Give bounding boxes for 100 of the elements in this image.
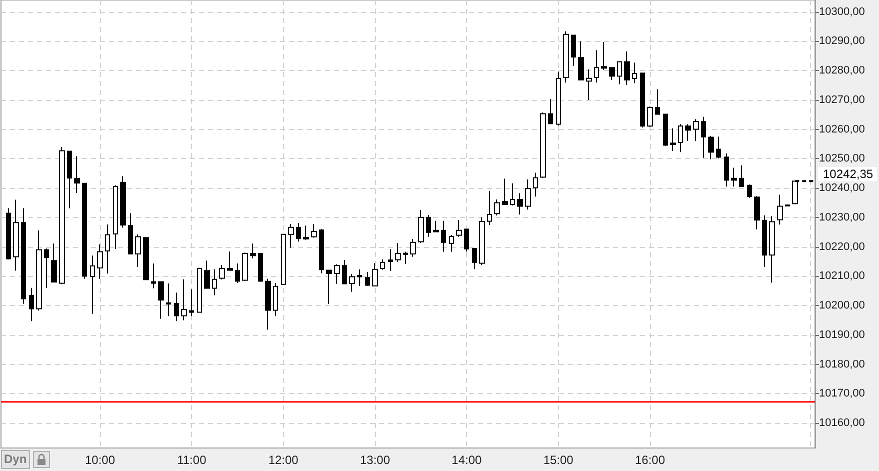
candlestick [441,220,446,252]
candlestick [158,281,164,320]
candlestick [586,68,592,100]
candlestick [739,164,744,188]
ref-line-label: 10242,35 [823,167,874,182]
candlestick [365,272,370,286]
candlestick [326,270,332,305]
candlestick [724,152,729,188]
candlestick [128,212,133,254]
y-tick-label: 10280,00 [819,64,865,77]
candlestick [342,259,347,284]
y-tick-label: 10190,00 [819,328,865,341]
candlestick [777,194,783,225]
candlestick [120,176,126,228]
candlestick [647,106,653,128]
candlestick [296,222,301,242]
candlestick [181,278,187,321]
candlestick [97,244,103,280]
candlestick [36,230,42,312]
candlestick [533,172,538,198]
candlestick [678,124,683,153]
candlestick [410,238,416,258]
candlestick [288,224,294,248]
y-tick-label: 10170,00 [819,388,865,400]
candlestick [571,34,576,66]
candlestick [189,288,194,317]
candlestick [479,216,485,266]
candlestick [6,208,11,260]
y-tick-label: 10260,00 [819,123,865,136]
candlestick [640,72,645,128]
y-tick-label: 10180,00 [819,358,865,370]
candlestick [754,195,760,230]
candlestick [655,88,660,115]
candlestick [357,268,362,286]
y-tick-label: 10240,00 [819,182,865,194]
candlestick [609,67,615,80]
candlestick [82,182,87,280]
x-tick-label: 13:00 [360,453,390,467]
candlestick [395,242,401,262]
candlestick [51,243,57,283]
candlestick [90,255,95,314]
candlestick [135,234,141,268]
candlestick [494,198,500,216]
candlestick [617,61,622,85]
candlestick [502,178,508,205]
candlestick [281,234,286,285]
candlestick [349,274,355,292]
candlestick [769,216,775,284]
candlestick [548,98,553,125]
y-tick-label: 10290,00 [819,35,865,48]
x-tick-label: 14:00 [452,453,482,467]
x-tick-label: 11:00 [177,453,207,467]
candlestick [731,167,737,188]
candlestick [701,116,706,158]
candlestick [556,71,561,126]
y-tick-label: 10250,00 [819,152,865,165]
candlestick [59,146,65,285]
candlestick [311,224,317,238]
candlestick [624,50,630,86]
candlestick [166,282,171,317]
candlestick [685,124,691,142]
candlestick [334,264,340,284]
candlestick [151,263,156,289]
candlestick [219,264,225,280]
y-tick-label: 10300,00 [819,6,865,18]
candlestick [426,214,431,238]
x-tick-label: 15:00 [543,453,574,467]
candlestick [578,40,584,80]
candlestick [388,248,393,272]
candlestick [594,50,599,84]
candlestick [74,156,80,194]
candlestick [242,252,248,282]
y-tick-label: 10220,00 [819,240,865,253]
candlestick [235,263,240,284]
candlestick [456,220,462,238]
candlestick [510,182,515,206]
candlestick [21,208,26,304]
candlestick [601,42,607,70]
candlestick [105,224,110,274]
candlestick [693,118,699,142]
candlestick [663,114,668,147]
candlestick [563,30,569,84]
candlestick [227,250,233,271]
candlestick [632,62,637,84]
candlestick [143,237,149,280]
candlestick [525,178,531,210]
candlestick [13,199,19,272]
candlestick [204,260,210,289]
candlestick [319,228,324,274]
y-tick-label: 10230,00 [819,211,865,224]
candlestick [113,184,118,250]
y-tick-label: 10210,00 [819,270,865,282]
candlestick [747,184,752,198]
candlestick [174,292,179,322]
candlestick [303,225,309,240]
candlestick [716,136,721,159]
candlestick [433,220,439,232]
x-tick-label: 16:00 [634,453,666,467]
candlestick [273,282,278,317]
y-tick-label: 10200,00 [819,300,865,312]
